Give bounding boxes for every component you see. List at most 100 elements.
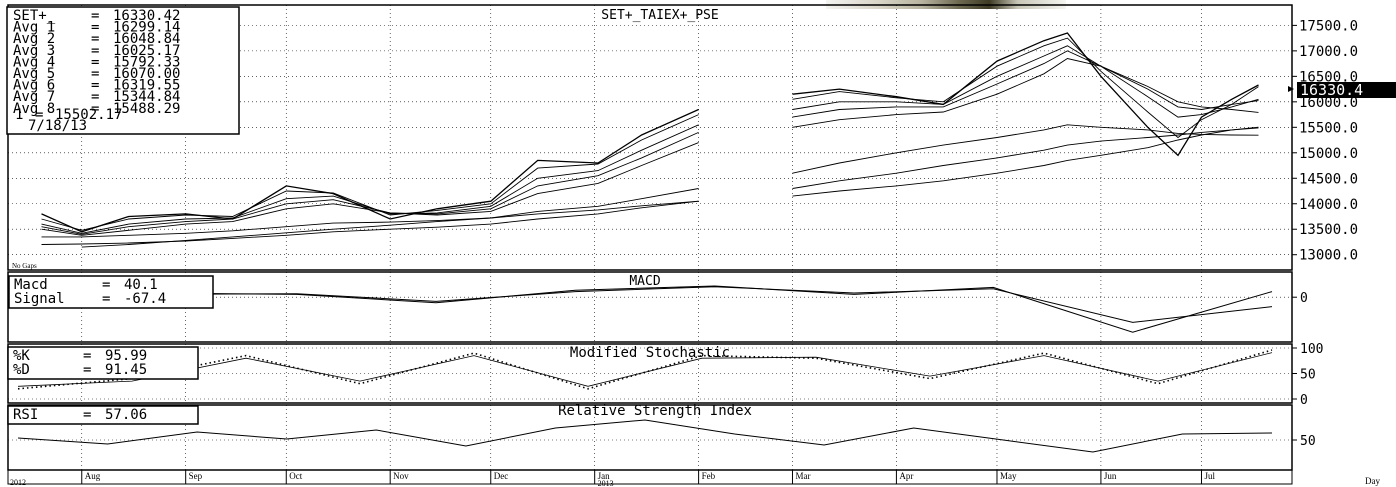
y-tick-label: 14000.0: [1299, 197, 1358, 213]
legend-label: Avg 5: [13, 66, 55, 82]
macd-y-tick-label: 0: [1300, 291, 1308, 306]
rsi-y-tick-label: 50: [1300, 434, 1316, 449]
y-tick-label: 17500.0: [1299, 18, 1358, 34]
legend-value: 95.99: [105, 348, 147, 364]
series-line-avg2: [41, 124, 699, 234]
legend-equals: =: [83, 362, 91, 378]
x-month-label: Mar: [795, 471, 810, 481]
x-month-label: Jul: [1204, 471, 1215, 481]
legend-value: 15792.33: [113, 54, 180, 70]
legend-label: SET+_: [13, 8, 56, 24]
legend-value: 15488.29: [113, 101, 180, 117]
x-month-label: Oct: [289, 471, 302, 481]
macd-line-signal: [17, 286, 1273, 323]
y-axis-ticks: 17500.0 17000.0 16500.0 16000.0 15500.0 15000…: [1292, 18, 1358, 449]
main-legend: SET+_ = 16330.42 Avg 1 = 16299.14 Avg 2 = 16048.…: [13, 8, 180, 123]
legend-equals: =: [102, 291, 110, 307]
legend-label: Signal: [14, 291, 65, 307]
indicator-series: [17, 285, 1273, 453]
series-line-avg8: [792, 127, 1259, 189]
legend-value: 16070.00: [113, 66, 180, 82]
panel-frame-macd: [7, 271, 1293, 343]
legend-equals: =: [91, 20, 99, 36]
legend-equals: =: [91, 31, 99, 47]
legend-value: 57.06: [105, 407, 147, 423]
x-axis-frame: [7, 469, 1293, 485]
macd-legend-box: [8, 275, 214, 309]
legend-equals: =: [83, 407, 91, 423]
y-tick-label: 13500.0: [1299, 222, 1358, 238]
series-line-avg7: [41, 188, 699, 238]
series-line-avg1: [792, 37, 1259, 139]
rsi-legend: RSI = 57.06: [13, 407, 147, 423]
legend-value: 15344.84: [113, 89, 180, 105]
no-gaps-note: No Gaps: [12, 262, 37, 270]
y-tick-label: 17000.0: [1299, 44, 1358, 60]
x-axis: Aug Sep Oct Nov Dec Jan Feb Mar Apr May Jun Jul 2012…: [10, 470, 1215, 487]
legend-label: 1: [15, 107, 23, 123]
x-month-label: Aug: [85, 471, 101, 481]
x-month-label: Jan: [598, 471, 610, 481]
legend-equals: =: [91, 101, 99, 117]
legend-value: -67.4: [124, 291, 166, 307]
series-line-1: [81, 200, 699, 248]
x-month-label: Jun: [1104, 471, 1117, 481]
rsi-legend-box: [7, 405, 199, 425]
last-price-marker: 16330.4: [1288, 81, 1396, 99]
x-year-label: 2013: [598, 479, 614, 487]
series-line-avg8: [41, 200, 699, 245]
legend-label: Avg 8: [13, 101, 55, 117]
main-title: SET+_TAIEX+_PSE: [601, 8, 718, 23]
series-line-avg4: [41, 142, 699, 236]
legend-equals: =: [83, 348, 91, 364]
stoch-y-tick-label: 0: [1300, 393, 1308, 408]
x-axis-right-label: Day: [1365, 476, 1380, 486]
legend-label: Avg 7: [13, 89, 55, 105]
legend-value: 16319.55: [113, 78, 180, 94]
legend-equals: =: [91, 78, 99, 94]
legend-equals: =: [91, 89, 99, 105]
legend-equals: =: [91, 54, 99, 70]
legend-value: 16299.14: [113, 20, 180, 36]
stoch-legend: %K = 95.99 %D = 91.45: [13, 348, 147, 378]
legend-value: 15502.17: [55, 107, 122, 123]
price-series: [41, 32, 1259, 248]
y-tick-label: 16000.0: [1299, 95, 1358, 111]
legend-equals: =: [91, 66, 99, 82]
legend-equals: =: [102, 277, 110, 293]
macd-legend: Macd = 40.1 Signal = -67.4: [14, 277, 166, 307]
stoch-title: Modified Stochastic: [570, 345, 730, 361]
legend-value: 16048.84: [113, 31, 180, 47]
x-year-label: 2012: [10, 478, 26, 487]
y-tick-label: 15000.0: [1299, 146, 1358, 162]
y-tick-label: 14500.0: [1299, 171, 1358, 187]
series-line-avg7: [792, 124, 1259, 174]
rsi-title: Relative Strength Index: [558, 403, 752, 419]
y-tick-label: 16500.0: [1299, 69, 1358, 85]
x-month-label: Nov: [393, 471, 409, 481]
main-legend-box: [6, 6, 240, 135]
legend-equals: =: [91, 8, 99, 24]
series-line-avg3: [792, 50, 1259, 118]
legend-label: Avg 1: [13, 20, 55, 36]
x-month-label: Feb: [702, 471, 716, 481]
legend-date: 7/18/13: [28, 118, 87, 134]
series-line-avg4: [792, 58, 1259, 128]
legend-label: Avg 4: [13, 54, 55, 70]
legend-label: Avg 2: [13, 31, 55, 47]
legend-label: Macd: [14, 277, 48, 293]
stoch-y-tick-label: 100: [1300, 342, 1323, 357]
legend-equals: =: [35, 107, 43, 123]
stoch-legend-box: [7, 346, 199, 380]
legend-value: 91.45: [105, 362, 147, 378]
series-line-avg1: [41, 114, 699, 231]
series-line-1: [792, 126, 1259, 197]
x-month-label: Sep: [189, 471, 203, 481]
legend-value: 16330.42: [113, 8, 180, 24]
legend-label: RSI: [13, 407, 38, 423]
legend-value: 16025.17: [113, 43, 180, 59]
rsi-line: [17, 419, 1273, 453]
legend-label: Avg 6: [13, 78, 55, 94]
legend-label: %K: [13, 348, 30, 364]
